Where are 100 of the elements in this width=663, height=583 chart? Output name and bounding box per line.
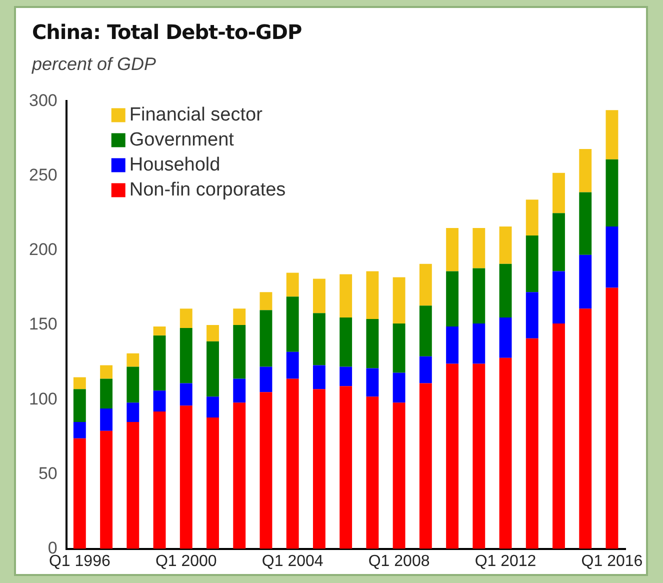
bar <box>100 365 113 379</box>
bar <box>286 352 299 379</box>
bar <box>126 422 140 549</box>
bar <box>446 326 459 364</box>
bar <box>606 288 618 549</box>
bar <box>366 368 379 397</box>
bar <box>340 386 352 549</box>
bar <box>126 353 140 367</box>
x-tick-label: Q1 2004 <box>262 552 324 570</box>
bar <box>526 338 538 549</box>
bar <box>340 274 352 318</box>
bar <box>126 402 140 422</box>
bar <box>153 335 166 391</box>
bar <box>526 235 538 292</box>
bar <box>366 396 379 549</box>
bar <box>153 412 166 549</box>
bar <box>472 268 486 324</box>
bar <box>606 226 618 288</box>
bar <box>552 213 565 272</box>
y-tick-label: 250 <box>28 165 58 184</box>
legend-label: Non-fin corporates <box>129 179 286 200</box>
bar <box>392 277 406 324</box>
bar <box>312 389 326 549</box>
x-tick-label: Q1 2000 <box>155 552 217 570</box>
bar <box>392 402 406 549</box>
bar <box>419 383 432 549</box>
bar <box>100 378 113 409</box>
bar <box>180 383 192 406</box>
chart-subtitle: percent of GDP <box>32 54 156 75</box>
bar <box>552 172 565 214</box>
bar <box>286 378 299 549</box>
bar <box>153 390 166 412</box>
y-tick-label: 200 <box>28 240 58 260</box>
bar <box>340 318 352 367</box>
legend-label: Government <box>129 129 235 150</box>
bar <box>579 308 592 549</box>
bar <box>392 372 406 403</box>
bar <box>260 392 272 549</box>
bar <box>233 308 246 325</box>
bar <box>579 148 592 192</box>
bar <box>499 318 512 358</box>
x-tick-label: Q1 2016 <box>581 552 643 570</box>
bar <box>260 292 272 310</box>
bar <box>552 271 565 324</box>
bar <box>153 326 166 336</box>
bar <box>126 366 140 403</box>
bar <box>526 292 538 338</box>
bar <box>606 159 618 227</box>
bar <box>233 325 246 379</box>
bar <box>419 306 432 356</box>
bar <box>180 328 192 384</box>
bar <box>499 358 512 549</box>
bar <box>260 310 272 367</box>
bar <box>499 226 512 264</box>
bar <box>73 438 86 549</box>
chart-title: China: Total Debt-to-GDP <box>32 20 302 44</box>
bar <box>392 324 406 373</box>
bar <box>446 364 459 549</box>
bar <box>419 356 432 384</box>
bar <box>579 254 592 309</box>
bar <box>73 377 86 390</box>
bar <box>233 402 246 549</box>
bar <box>100 430 113 549</box>
bar <box>472 364 486 549</box>
bar <box>472 228 486 268</box>
bar <box>180 406 192 549</box>
bar <box>446 271 459 326</box>
bar <box>366 271 379 320</box>
bar <box>579 192 592 255</box>
bar <box>286 296 299 352</box>
bar <box>73 422 86 438</box>
bar <box>260 366 272 392</box>
bar <box>606 110 618 160</box>
bar <box>233 378 246 403</box>
x-tick-label: Q1 2012 <box>474 552 536 570</box>
legend-label: Financial sector <box>129 104 264 126</box>
bar <box>446 228 459 272</box>
legend-label: Household <box>129 154 220 176</box>
y-tick-label: 300 <box>28 90 58 110</box>
bar <box>472 324 486 364</box>
x-tick-label: Q1 2008 <box>368 552 430 570</box>
bar <box>286 272 299 297</box>
bar <box>206 396 219 418</box>
bar <box>552 324 565 549</box>
bar <box>73 389 86 422</box>
y-tick-label: 150 <box>28 314 58 334</box>
bar <box>100 408 113 431</box>
bar <box>206 325 219 342</box>
bar <box>340 366 352 386</box>
bar <box>499 264 512 318</box>
bar <box>366 319 379 368</box>
bar <box>526 200 538 236</box>
y-tick-label: 100 <box>28 389 58 408</box>
bar <box>206 418 219 549</box>
bar <box>312 313 326 366</box>
bar <box>180 308 192 328</box>
bar <box>206 341 219 397</box>
bar <box>312 278 326 314</box>
y-tick-label: 50 <box>38 464 58 483</box>
bar <box>312 365 326 390</box>
